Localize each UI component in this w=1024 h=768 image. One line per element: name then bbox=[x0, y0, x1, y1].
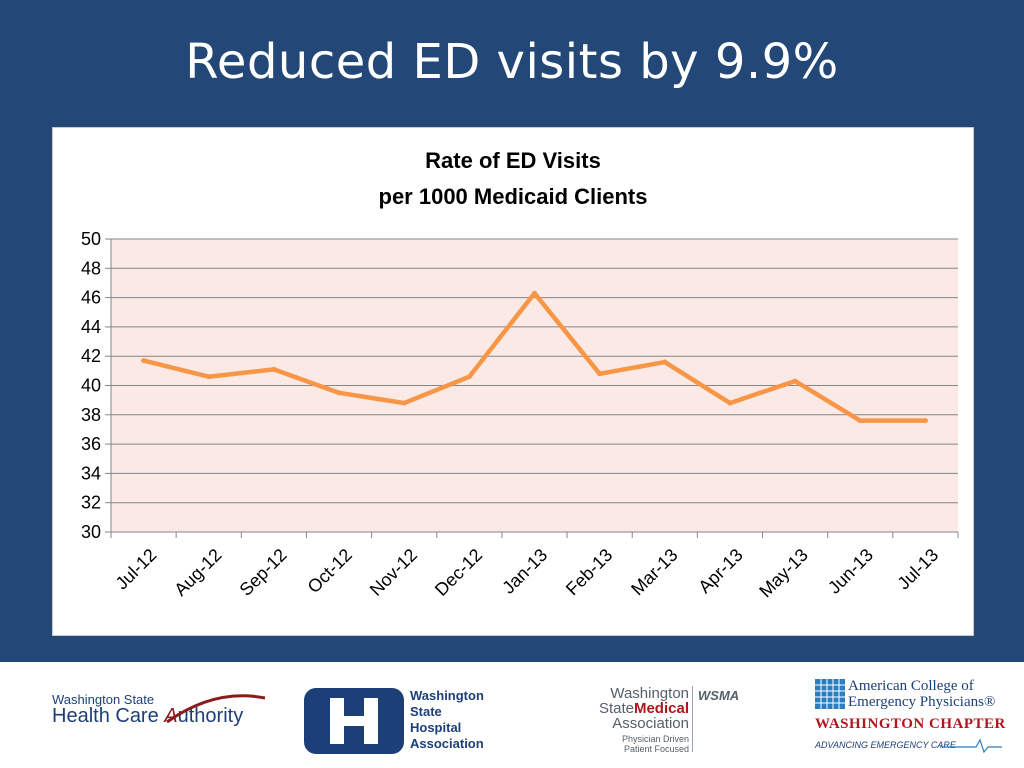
wsma-abbr-logo: WSMA bbox=[698, 688, 740, 703]
data-point bbox=[922, 418, 928, 424]
data-point bbox=[271, 366, 277, 372]
x-tick-label: Feb-13 bbox=[562, 545, 616, 599]
chart-panel: Rate of ED Visits per 1000 Medicaid Clie… bbox=[52, 127, 974, 636]
wsha-logo-text: Washington State Hospital Association bbox=[410, 688, 484, 752]
slide-title: Reduced ED visits by 9.9% bbox=[185, 34, 839, 90]
wsma-divider bbox=[692, 686, 693, 752]
x-tick-label: Dec-12 bbox=[431, 545, 486, 600]
x-tick-label: Jul-12 bbox=[112, 545, 161, 594]
acep-grid-logo-icon bbox=[815, 679, 845, 709]
data-point bbox=[597, 371, 603, 377]
data-point bbox=[532, 290, 537, 296]
acep-chapter: WASHINGTON CHAPTER bbox=[815, 716, 1006, 732]
x-tick-label: Apr-13 bbox=[694, 545, 746, 597]
wsma-line-3: Association bbox=[612, 715, 689, 732]
x-tick-label: Aug-12 bbox=[170, 545, 225, 600]
y-tick-label: 34 bbox=[81, 463, 101, 483]
y-tick-label: 48 bbox=[81, 258, 101, 278]
x-tick-label: Sep-12 bbox=[236, 545, 291, 600]
acep-tagline: ADVANCING EMERGENCY CARE bbox=[815, 740, 956, 750]
y-tick-label: 38 bbox=[81, 405, 101, 425]
x-tick-label: Nov-12 bbox=[366, 545, 421, 600]
wsma-line-2: StateMedical bbox=[565, 701, 689, 716]
wsma-line-2-a: State bbox=[598, 700, 634, 717]
hca-logo-name-post: uthority bbox=[177, 705, 244, 727]
y-tick-label: 40 bbox=[81, 376, 101, 396]
y-tick-label: 44 bbox=[81, 317, 101, 337]
wsha-line-3: Hospital bbox=[410, 720, 462, 735]
wsma-line-2-b: Medical bbox=[633, 700, 689, 717]
x-tick-label: Jul-13 bbox=[893, 545, 942, 594]
x-tick-label: May-13 bbox=[755, 545, 812, 602]
plot-area: 30 32 34 36 38 40 42 44 46 48 50 Jul-12 Aug-12 Sep-12… bbox=[81, 229, 959, 602]
x-tick-label: Jun-13 bbox=[824, 545, 877, 598]
x-tick-label: Oct-12 bbox=[304, 545, 356, 597]
data-point bbox=[662, 359, 668, 365]
slide-background: Reduced ED visits by 9.9% Rate of ED Vis… bbox=[0, 0, 1024, 662]
chart-subtitle: per 1000 Medicaid Clients bbox=[379, 184, 648, 209]
wsma-logo-text: Washington StateMedical Association Phys… bbox=[565, 686, 689, 754]
x-tick-label: Jan-13 bbox=[498, 545, 551, 598]
wsha-line-4: Association bbox=[410, 736, 484, 751]
wsha-h-logo-icon bbox=[304, 688, 404, 754]
data-point bbox=[792, 378, 798, 384]
line-chart: Rate of ED Visits per 1000 Medicaid Clie… bbox=[81, 148, 959, 602]
y-tick-label: 50 bbox=[81, 229, 101, 249]
x-tick-label: Mar-13 bbox=[627, 545, 681, 599]
hca-logo-name: Health Care Authority bbox=[52, 705, 243, 728]
data-point bbox=[466, 374, 472, 380]
data-point bbox=[206, 374, 212, 380]
hca-logo-state: Washington State bbox=[52, 692, 155, 707]
y-tick-label: 32 bbox=[81, 493, 101, 513]
y-tick-label: 30 bbox=[81, 522, 101, 542]
hca-swoosh-icon bbox=[166, 694, 266, 724]
data-point bbox=[141, 358, 147, 364]
wsha-line-1: Washington bbox=[410, 688, 484, 703]
footer-logos: Washington State Health Care Authority W… bbox=[0, 662, 1024, 768]
data-point bbox=[727, 400, 733, 406]
data-point bbox=[401, 400, 407, 406]
y-tick-label: 42 bbox=[81, 346, 101, 366]
heartbeat-icon bbox=[940, 738, 1002, 754]
wsma-line-1: Washington bbox=[610, 685, 689, 702]
wsha-line-2: State bbox=[410, 704, 442, 719]
wsma-tag-2: Patient Focused bbox=[623, 744, 689, 754]
y-tick-label: 36 bbox=[81, 434, 101, 454]
acep-name-line-2: Emergency Physicians® bbox=[848, 694, 996, 710]
y-tick-label: 46 bbox=[81, 288, 101, 308]
chart-title: Rate of ED Visits bbox=[425, 148, 601, 173]
acep-name-line-1: American College of bbox=[848, 678, 974, 694]
data-point bbox=[857, 418, 863, 424]
data-point bbox=[336, 390, 342, 396]
hca-logo-name-pre: Health Care bbox=[52, 705, 165, 727]
wsma-tag-1: Physician Driven bbox=[621, 734, 689, 744]
